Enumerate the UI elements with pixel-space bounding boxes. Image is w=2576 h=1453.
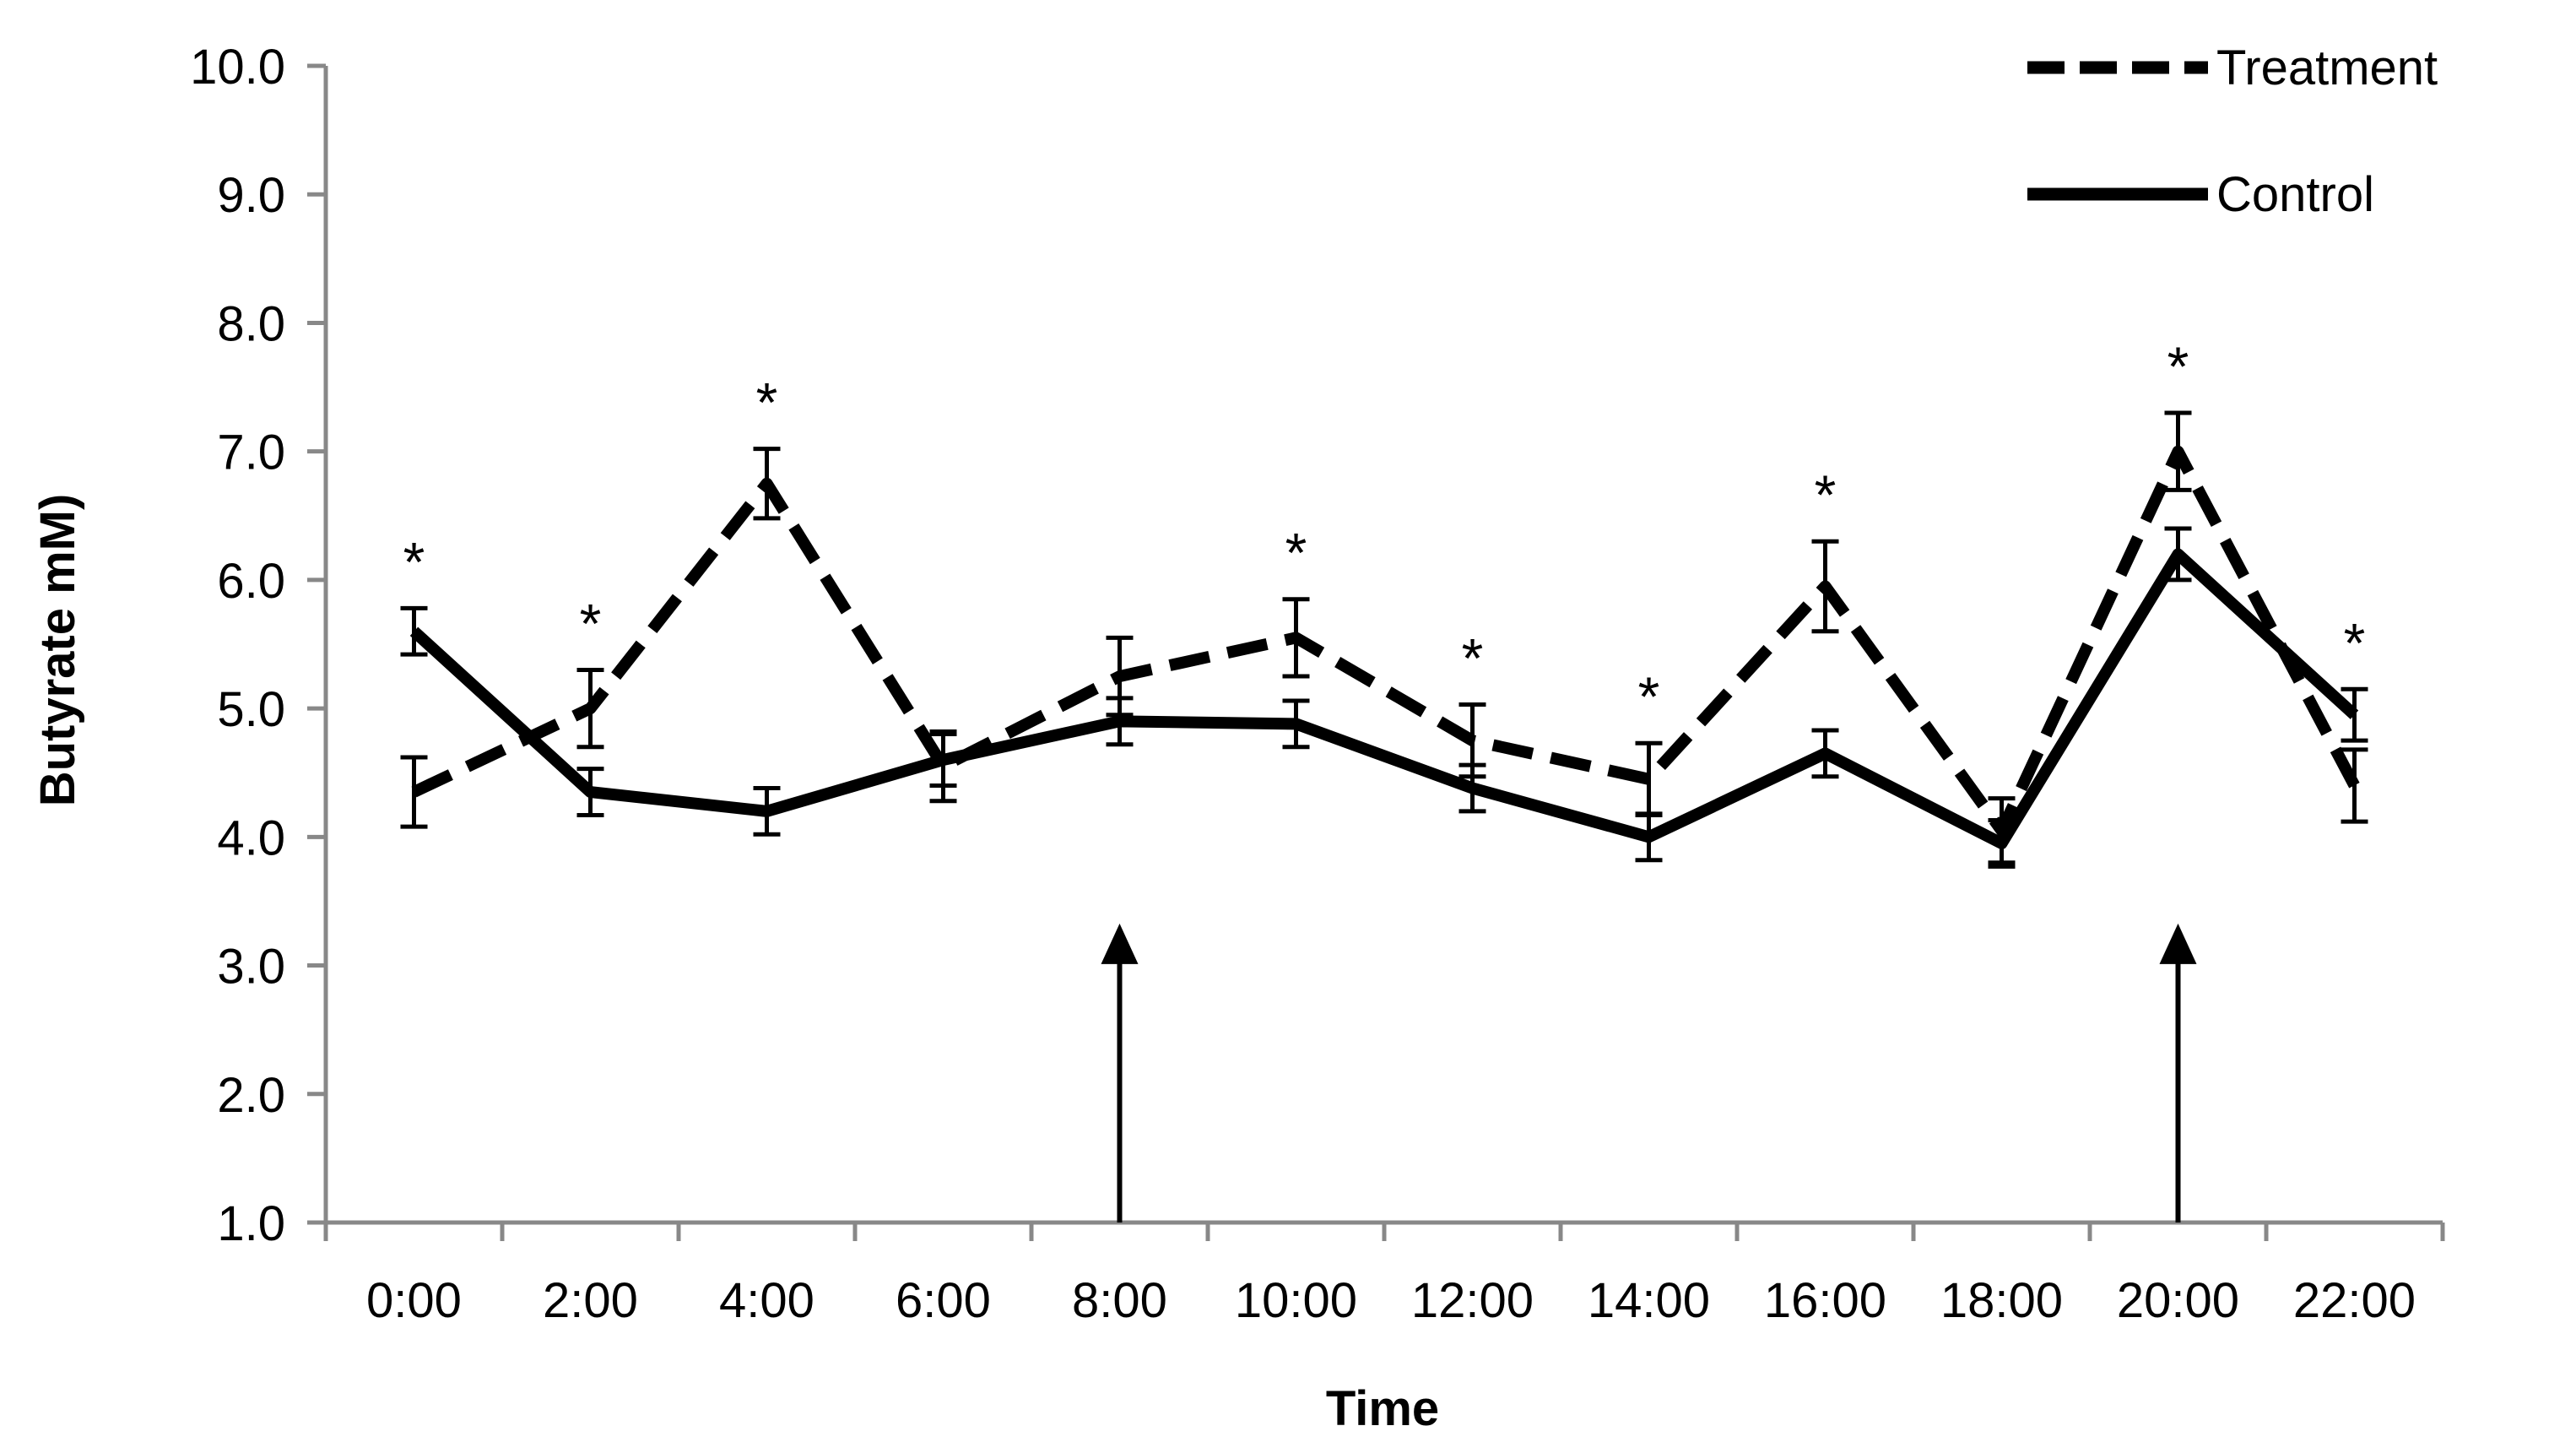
significance-marker-7: * xyxy=(2167,335,2189,398)
x-tick-label-9: 18:00 xyxy=(1940,1273,2063,1328)
data-point-treatment-2 xyxy=(765,481,769,485)
data-point-control-10 xyxy=(2176,552,2180,556)
x-tick-label-2: 4:00 xyxy=(719,1273,814,1328)
significance-marker-8: * xyxy=(2344,611,2366,674)
significance-marker-6: * xyxy=(1815,464,1837,526)
x-tick-label-1: 2:00 xyxy=(543,1273,638,1328)
data-point-control-9 xyxy=(2000,841,2004,845)
x-tick-label-11: 22:00 xyxy=(2293,1273,2416,1328)
data-point-treatment-8 xyxy=(1823,584,1827,588)
data-point-control-8 xyxy=(1823,751,1827,756)
series-line-treatment xyxy=(411,445,2360,837)
data-point-control-1 xyxy=(588,790,593,794)
x-tick-label-8: 16:00 xyxy=(1764,1273,1886,1328)
significance-marker-0: * xyxy=(403,530,425,593)
data-point-control-4 xyxy=(1118,719,1122,724)
y-tick-label-6: 7.0 xyxy=(217,426,285,480)
y-tick-label-8: 9.0 xyxy=(217,168,285,223)
y-tick-label-5: 6.0 xyxy=(217,554,285,609)
data-point-treatment-4 xyxy=(1118,675,1122,679)
y-tick-label-7: 8.0 xyxy=(217,296,285,351)
y-tick-label-4: 5.0 xyxy=(217,682,285,737)
data-point-control-11 xyxy=(2352,713,2357,717)
y-tick-label-3: 4.0 xyxy=(217,811,285,865)
data-point-treatment-7 xyxy=(1647,777,1651,781)
event-arrow-head-1 xyxy=(2159,923,2197,964)
data-point-control-2 xyxy=(765,809,769,813)
x-tick-label-3: 6:00 xyxy=(896,1273,991,1328)
y-axis-title: Butyrate mM) xyxy=(30,494,85,807)
x-tick-label-0: 0:00 xyxy=(366,1273,462,1328)
data-point-treatment-5 xyxy=(1294,636,1298,640)
significance-marker-1: * xyxy=(580,592,602,654)
data-point-treatment-0 xyxy=(412,790,416,794)
data-point-control-3 xyxy=(941,758,945,762)
y-tick-label-1: 2.0 xyxy=(217,1068,285,1123)
x-axis-title: Time xyxy=(1326,1381,1439,1436)
legend: Treatment Control xyxy=(2027,41,2438,222)
significance-marker-5: * xyxy=(1638,665,1660,728)
y-tick-label-9: 10.0 xyxy=(190,40,285,95)
series-line-control xyxy=(409,548,2359,849)
data-point-control-0 xyxy=(412,629,416,633)
y-tick-label-2: 3.0 xyxy=(217,940,285,995)
data-point-control-7 xyxy=(1647,835,1651,839)
significance-marker-4: * xyxy=(1462,627,1484,690)
x-tick-label-4: 8:00 xyxy=(1072,1273,1167,1328)
x-tick-label-10: 20:00 xyxy=(2117,1273,2239,1328)
y-tick-label-0: 1.0 xyxy=(217,1196,285,1251)
data-point-treatment-11 xyxy=(2352,783,2357,788)
x-tick-label-7: 14:00 xyxy=(1588,1273,1710,1328)
data-point-treatment-10 xyxy=(2176,449,2180,453)
data-point-treatment-6 xyxy=(1470,739,1475,743)
x-tick-label-5: 10:00 xyxy=(1235,1273,1357,1328)
data-point-control-5 xyxy=(1294,722,1298,726)
legend-label-control: Control xyxy=(2216,167,2374,222)
event-arrow-head-0 xyxy=(1101,923,1139,964)
legend-label-treatment: Treatment xyxy=(2216,41,2438,95)
significance-marker-2: * xyxy=(756,371,778,434)
x-tick-label-6: 12:00 xyxy=(1411,1273,1534,1328)
data-point-treatment-1 xyxy=(588,707,593,711)
significance-marker-3: * xyxy=(1285,522,1307,584)
data-point-control-6 xyxy=(1470,786,1475,790)
